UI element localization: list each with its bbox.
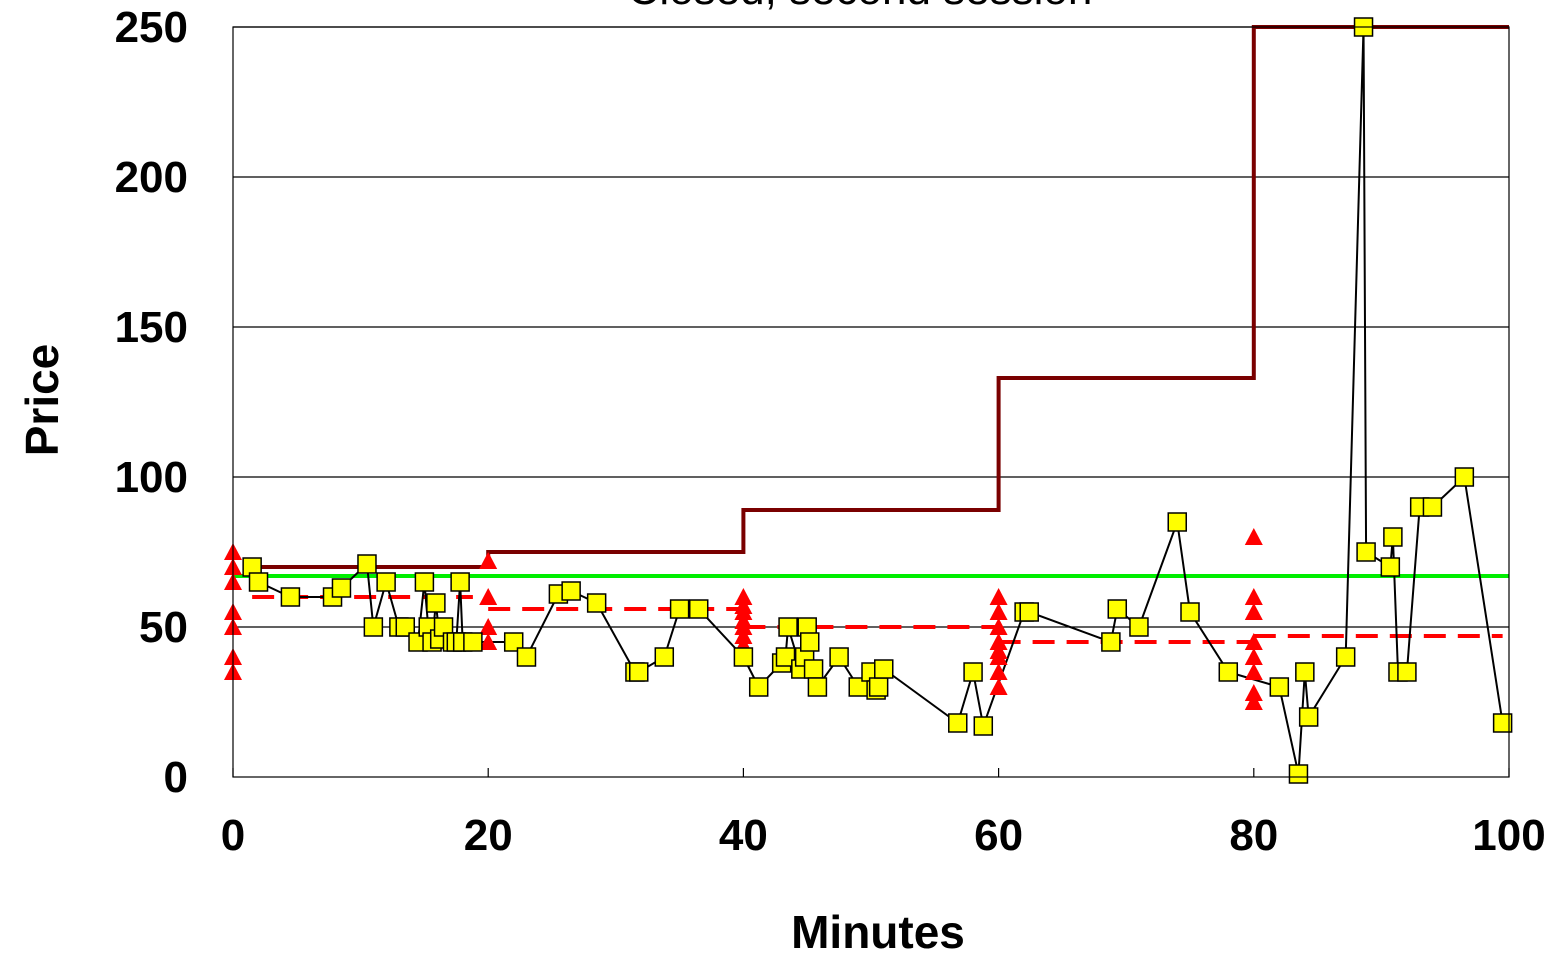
price-marker xyxy=(1295,662,1315,682)
price-marker xyxy=(1101,632,1121,652)
triangle-marker xyxy=(989,648,1008,665)
x-tick-label: 60 xyxy=(974,811,1023,860)
price-marker xyxy=(1167,512,1187,532)
price-marker xyxy=(948,713,968,733)
price-marker xyxy=(503,632,524,652)
triangle-marker xyxy=(989,588,1008,605)
series-layer xyxy=(224,17,1513,784)
x-tick-label: 40 xyxy=(719,811,768,860)
price-marker xyxy=(688,599,709,619)
price-marker xyxy=(450,572,470,592)
triangle-marker xyxy=(734,618,753,635)
y-tick-label: 100 xyxy=(115,453,188,502)
triangle-marker xyxy=(1244,693,1263,710)
triangle-marker xyxy=(734,603,753,620)
price-marker xyxy=(868,677,889,697)
price-marker xyxy=(963,662,983,682)
triangle-marker xyxy=(479,618,498,635)
triangle-marker xyxy=(989,633,1008,650)
price-marker xyxy=(331,578,352,598)
y-axis-title: Price xyxy=(16,344,68,457)
plot-frame xyxy=(232,26,1510,778)
price-marker xyxy=(807,677,828,697)
price-marker xyxy=(775,647,796,667)
axes: 0 50 100 150 200 250 0 20 40 60 80 100 xyxy=(115,3,1546,860)
price-marker xyxy=(1492,713,1513,733)
price-marker xyxy=(1422,497,1443,517)
triangle-marker xyxy=(989,603,1008,620)
price-marker xyxy=(733,647,754,667)
triangle-marker xyxy=(1244,588,1263,605)
x-tick-label: 0 xyxy=(221,811,245,860)
upper-step-line xyxy=(252,25,1509,569)
price-marker xyxy=(800,632,820,652)
price-marker xyxy=(363,617,384,637)
price-marker xyxy=(1019,602,1039,622)
price-marker xyxy=(463,632,483,652)
grid-lines xyxy=(233,26,1509,628)
x-tick-label: 80 xyxy=(1229,811,1278,860)
triangle-marker xyxy=(1244,633,1263,650)
price-marker xyxy=(669,599,690,619)
price-marker xyxy=(426,593,446,613)
price-marker xyxy=(1454,467,1475,487)
price-marker xyxy=(1129,617,1149,637)
price-marker xyxy=(357,554,377,574)
y-tick-label: 50 xyxy=(139,603,188,652)
x-tick-label: 100 xyxy=(1472,811,1545,860)
price-marker xyxy=(280,587,301,607)
price-marker xyxy=(629,662,649,682)
price-marker xyxy=(1397,662,1417,682)
triangle-marker xyxy=(479,588,498,605)
price-marker xyxy=(1269,677,1290,697)
price-marker xyxy=(654,647,675,667)
price-marker xyxy=(395,617,416,637)
y-tick-label: 200 xyxy=(115,153,188,202)
price-marker xyxy=(1335,647,1356,667)
x-tick-label: 20 xyxy=(464,811,513,860)
y-tick-label: 250 xyxy=(115,3,188,52)
price-marker xyxy=(1218,662,1239,682)
triangle-marker xyxy=(1244,663,1263,680)
triangle-marker xyxy=(1244,684,1263,701)
triangle-marker xyxy=(989,663,1008,680)
price-marker xyxy=(516,647,537,667)
x-axis-title: Minutes xyxy=(791,906,965,957)
price-marker xyxy=(376,572,396,592)
price-marker xyxy=(748,677,769,697)
price-marker xyxy=(778,617,798,637)
price-marker xyxy=(803,659,824,679)
price-marker xyxy=(1288,764,1309,784)
triangle-marker xyxy=(479,552,498,569)
y-tick-label: 150 xyxy=(115,303,188,352)
price-marker xyxy=(1356,542,1376,562)
triangle-marker xyxy=(989,678,1008,695)
price-marker xyxy=(561,581,581,601)
triangle-marker xyxy=(1244,528,1263,545)
triangle-marker xyxy=(1244,648,1263,665)
price-marker xyxy=(586,593,607,613)
price-marker xyxy=(874,659,894,679)
chart-title: Closed, second session xyxy=(628,0,1093,14)
price-marker xyxy=(1380,557,1401,577)
triangle-marker xyxy=(734,588,753,605)
price-marker xyxy=(1383,527,1403,547)
price-marker xyxy=(1107,599,1128,619)
price-marker xyxy=(1180,602,1200,622)
price-marker xyxy=(248,572,269,592)
price-marker xyxy=(414,572,435,592)
triangle-marker xyxy=(989,618,1008,635)
y-tick-label: 0 xyxy=(164,753,188,802)
price-marker xyxy=(829,647,849,667)
price-marker xyxy=(1298,707,1319,727)
price-marker xyxy=(973,716,994,736)
triangle-marker xyxy=(479,633,498,650)
triangle-marker xyxy=(1244,603,1263,620)
triangle-marker xyxy=(734,627,753,644)
